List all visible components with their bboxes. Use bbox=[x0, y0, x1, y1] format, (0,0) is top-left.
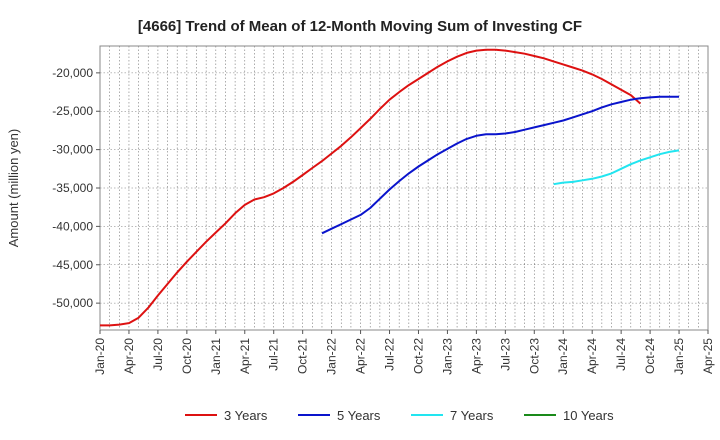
x-tick-label: Jul-20 bbox=[151, 338, 165, 371]
x-tick-label: Jan-25 bbox=[672, 338, 686, 375]
series-line-2 bbox=[321, 95, 679, 235]
x-tick-label: Jul-22 bbox=[383, 338, 397, 371]
x-tick-label: Oct-22 bbox=[411, 338, 425, 374]
series-line-1 bbox=[100, 48, 642, 327]
legend-label: 7 Years bbox=[450, 408, 494, 423]
y-tick-label: -20,000 bbox=[52, 66, 93, 80]
y-axis: -50,000 -45,000 -40,000 -35,000 -30,000 -25,0… bbox=[52, 66, 100, 310]
legend: 3 Years 5 Years 7 Years 10 Years bbox=[185, 408, 614, 423]
x-tick-label: Apr-24 bbox=[585, 338, 599, 374]
x-tick-label: Jan-21 bbox=[209, 338, 223, 375]
legend-label: 3 Years bbox=[224, 408, 268, 423]
y-tick-label: -40,000 bbox=[52, 219, 93, 233]
x-tick-label: Jan-24 bbox=[556, 338, 570, 375]
y-tick-label: -30,000 bbox=[52, 143, 93, 157]
y-tick-label: -50,000 bbox=[52, 296, 93, 310]
x-tick-label: Apr-21 bbox=[238, 338, 252, 374]
x-tick-label: Oct-21 bbox=[296, 338, 310, 374]
x-tick-label: Oct-20 bbox=[180, 338, 194, 374]
x-tick-label: Oct-23 bbox=[527, 338, 541, 374]
x-tick-label: Apr-25 bbox=[701, 338, 715, 374]
x-tick-label: Jan-20 bbox=[93, 338, 107, 375]
chart-title: [4666] Trend of Mean of 12-Month Moving … bbox=[138, 18, 582, 35]
x-tick-label: Oct-24 bbox=[643, 338, 657, 374]
y-tick-label: -25,000 bbox=[52, 104, 93, 118]
x-tick-label: Jul-24 bbox=[614, 338, 628, 371]
series-line-3 bbox=[553, 149, 680, 186]
series-layer bbox=[100, 48, 680, 327]
x-axis: Jan-20 Apr-20 Jul-20 Oct-20 Jan-21 Apr-21 Jul-… bbox=[93, 330, 715, 375]
legend-label: 10 Years bbox=[563, 408, 614, 423]
x-tick-label: Jan-22 bbox=[325, 338, 339, 375]
y-tick-label: -35,000 bbox=[52, 181, 93, 195]
legend-label: 5 Years bbox=[337, 408, 381, 423]
x-tick-label: Apr-20 bbox=[122, 338, 136, 374]
x-tick-label: Apr-22 bbox=[354, 338, 368, 374]
x-tick-label: Jan-23 bbox=[440, 338, 454, 375]
x-tick-label: Jul-21 bbox=[267, 338, 281, 371]
y-tick-label: -45,000 bbox=[52, 258, 93, 272]
y-axis-label: Amount (million yen) bbox=[6, 129, 21, 248]
x-tick-label: Jul-23 bbox=[498, 338, 512, 371]
x-tick-label: Apr-23 bbox=[469, 338, 483, 374]
